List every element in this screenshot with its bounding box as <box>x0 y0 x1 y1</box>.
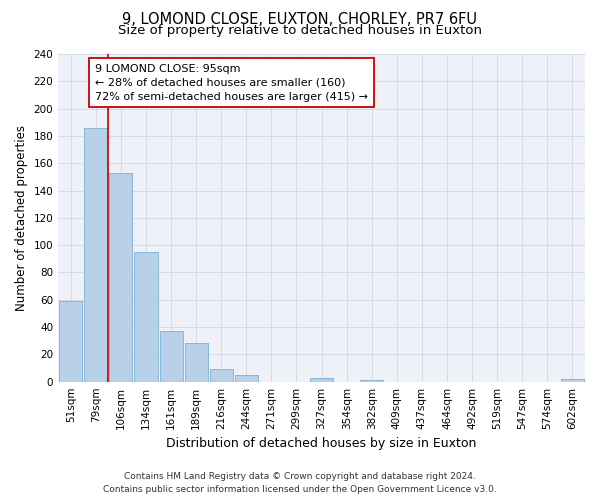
Bar <box>109 173 133 382</box>
Bar <box>561 379 584 382</box>
Bar <box>84 128 107 382</box>
Bar <box>134 252 158 382</box>
Bar <box>59 301 82 382</box>
Bar <box>310 378 333 382</box>
Bar <box>360 380 383 382</box>
Text: Size of property relative to detached houses in Euxton: Size of property relative to detached ho… <box>118 24 482 37</box>
Bar <box>235 375 258 382</box>
Text: 9 LOMOND CLOSE: 95sqm
← 28% of detached houses are smaller (160)
72% of semi-det: 9 LOMOND CLOSE: 95sqm ← 28% of detached … <box>95 64 368 102</box>
Bar <box>209 370 233 382</box>
Y-axis label: Number of detached properties: Number of detached properties <box>15 125 28 311</box>
Text: 9, LOMOND CLOSE, EUXTON, CHORLEY, PR7 6FU: 9, LOMOND CLOSE, EUXTON, CHORLEY, PR7 6F… <box>122 12 478 28</box>
Text: Contains HM Land Registry data © Crown copyright and database right 2024.
Contai: Contains HM Land Registry data © Crown c… <box>103 472 497 494</box>
Bar <box>185 344 208 382</box>
X-axis label: Distribution of detached houses by size in Euxton: Distribution of detached houses by size … <box>166 437 477 450</box>
Bar <box>160 331 182 382</box>
